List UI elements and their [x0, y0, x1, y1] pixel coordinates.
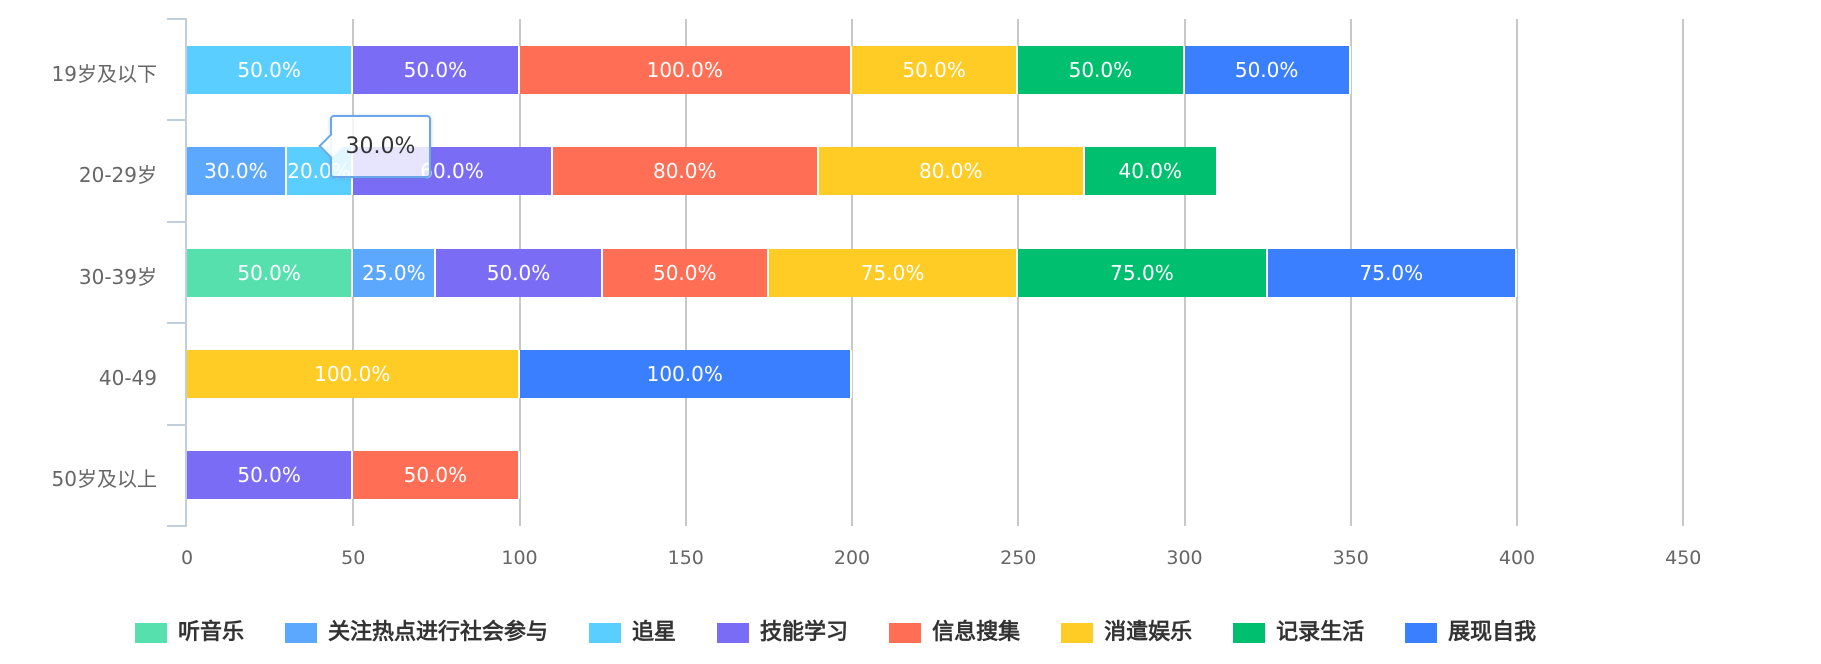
- y-category-label: 50岁及以上: [51, 467, 157, 492]
- bar-segment[interactable]: 50.0%: [187, 451, 354, 500]
- gridline: [1682, 19, 1685, 526]
- legend-label: 技能学习: [760, 620, 849, 645]
- x-tick-label: 450: [1665, 547, 1702, 569]
- legend-label: 信息搜集: [932, 620, 1021, 645]
- bar-value-label: 50.0%: [237, 463, 301, 488]
- bar-value-label: 75.0%: [860, 260, 925, 285]
- bar-segment[interactable]: 75.0%: [768, 248, 1019, 297]
- y-tick: [167, 18, 187, 20]
- legend-label: 听音乐: [178, 620, 245, 645]
- bar-segment[interactable]: 100.0%: [187, 349, 520, 398]
- bar-value-label: 50.0%: [403, 463, 468, 488]
- bar-segment[interactable]: 50.0%: [1184, 45, 1351, 94]
- x-tick-label: 50: [341, 547, 366, 569]
- bar-segment[interactable]: 50.0%: [353, 451, 520, 500]
- bar-segment[interactable]: 75.0%: [1267, 248, 1517, 297]
- bar-segment[interactable]: 100.0%: [519, 349, 852, 398]
- legend-item[interactable]: 听音乐: [135, 621, 244, 645]
- y-tick: [167, 220, 187, 223]
- bar-value-label: 100.0%: [646, 361, 723, 386]
- bar-value-label: 50.0%: [1234, 57, 1299, 82]
- x-tick-label: 0: [180, 547, 194, 569]
- legend-item[interactable]: 展现自我: [1405, 621, 1536, 645]
- y-tick: [167, 322, 187, 325]
- y-category-label: 19岁及以下: [51, 61, 157, 86]
- bar-segment[interactable]: 50.0%: [187, 45, 354, 94]
- legend-label: 记录生活: [1276, 620, 1365, 645]
- bar-segment[interactable]: 100.0%: [519, 45, 852, 94]
- bar-segment[interactable]: 80.0%: [552, 147, 819, 196]
- y-tick: [167, 423, 187, 426]
- bar-segment[interactable]: 30.0%: [187, 147, 287, 196]
- legend-label: 展现自我: [1448, 620, 1537, 645]
- bar-value-label: 30.0%: [204, 159, 268, 184]
- bar-value-label: 100.0%: [314, 361, 391, 386]
- legend-item[interactable]: 技能学习: [717, 621, 848, 645]
- bar-value-label: 50.0%: [486, 260, 551, 285]
- bar-segment[interactable]: 80.0%: [818, 147, 1085, 196]
- bar-segment[interactable]: 75.0%: [1018, 248, 1268, 297]
- bar-value-label: 50.0%: [237, 57, 301, 82]
- x-tick-label: 400: [1498, 547, 1536, 569]
- legend-item[interactable]: 消遣娱乐: [1061, 621, 1192, 645]
- x-tick-label: 250: [1000, 547, 1037, 569]
- x-tick-label: 100: [501, 547, 538, 569]
- y-category-label: 30-39岁: [78, 264, 157, 289]
- bar-value-label: 50.0%: [902, 57, 966, 82]
- bar-value-label: 50.0%: [652, 260, 717, 285]
- legend-swatch-icon: [717, 623, 750, 643]
- bar-value-label: 50.0%: [237, 260, 301, 285]
- legend-item[interactable]: 关注热点进行社会参与: [285, 621, 548, 645]
- tooltip: 30.0%: [318, 115, 431, 178]
- legend-label: 关注热点进行社会参与: [328, 620, 549, 645]
- legend-label: 追星: [632, 620, 677, 645]
- legend-item[interactable]: 记录生活: [1233, 621, 1364, 645]
- bar-value-label: 25.0%: [362, 260, 426, 285]
- legend-swatch-icon: [285, 623, 318, 643]
- y-tick: [167, 119, 187, 122]
- bar-segment[interactable]: 40.0%: [1084, 147, 1218, 196]
- bar-segment[interactable]: 50.0%: [602, 248, 769, 297]
- legend-swatch-icon: [589, 623, 622, 643]
- legend: 听音乐 关注热点进行社会参与 追星 技能学习 信息搜集 消遣娱乐 记录生活 展现自我: [135, 621, 1577, 645]
- legend-swatch-icon: [1405, 623, 1438, 643]
- tooltip-text: 30.0%: [345, 134, 416, 159]
- x-tick-label: 350: [1332, 547, 1369, 569]
- bar-value-label: 80.0%: [918, 159, 983, 184]
- y-tick: [167, 525, 187, 527]
- bar-value-label: 50.0%: [403, 57, 468, 82]
- legend-swatch-icon: [1233, 623, 1266, 643]
- bar-segment[interactable]: 50.0%: [852, 45, 1019, 94]
- x-tick-label: 200: [833, 547, 871, 569]
- bar-value-label: 50.0%: [1068, 57, 1133, 82]
- legend-label: 消遣娱乐: [1104, 620, 1193, 645]
- bar-segment[interactable]: 50.0%: [436, 248, 603, 297]
- legend-item[interactable]: 信息搜集: [889, 621, 1020, 645]
- x-tick-label: 300: [1166, 547, 1203, 569]
- y-category-label: 40-49: [98, 365, 157, 390]
- bar-value-label: 75.0%: [1110, 260, 1174, 285]
- y-category-label: 20-29岁: [78, 163, 157, 188]
- bar-segment[interactable]: 50.0%: [187, 248, 354, 297]
- gridline: [1516, 19, 1518, 526]
- legend-swatch-icon: [889, 623, 922, 643]
- legend-swatch-icon: [1061, 623, 1094, 643]
- x-tick-label: 150: [667, 547, 704, 569]
- y-axis-line: [185, 19, 187, 527]
- bar-value-label: 40.0%: [1118, 159, 1183, 184]
- bar-value-label: 75.0%: [1359, 260, 1424, 285]
- bar-segment[interactable]: 50.0%: [353, 45, 520, 94]
- bar-segment[interactable]: 50.0%: [1018, 45, 1185, 94]
- bar-segment[interactable]: 25.0%: [353, 248, 437, 297]
- legend-swatch-icon: [135, 623, 167, 643]
- bar-value-label: 80.0%: [652, 159, 717, 184]
- legend-item[interactable]: 追星: [589, 621, 676, 645]
- bar-value-label: 100.0%: [646, 57, 723, 82]
